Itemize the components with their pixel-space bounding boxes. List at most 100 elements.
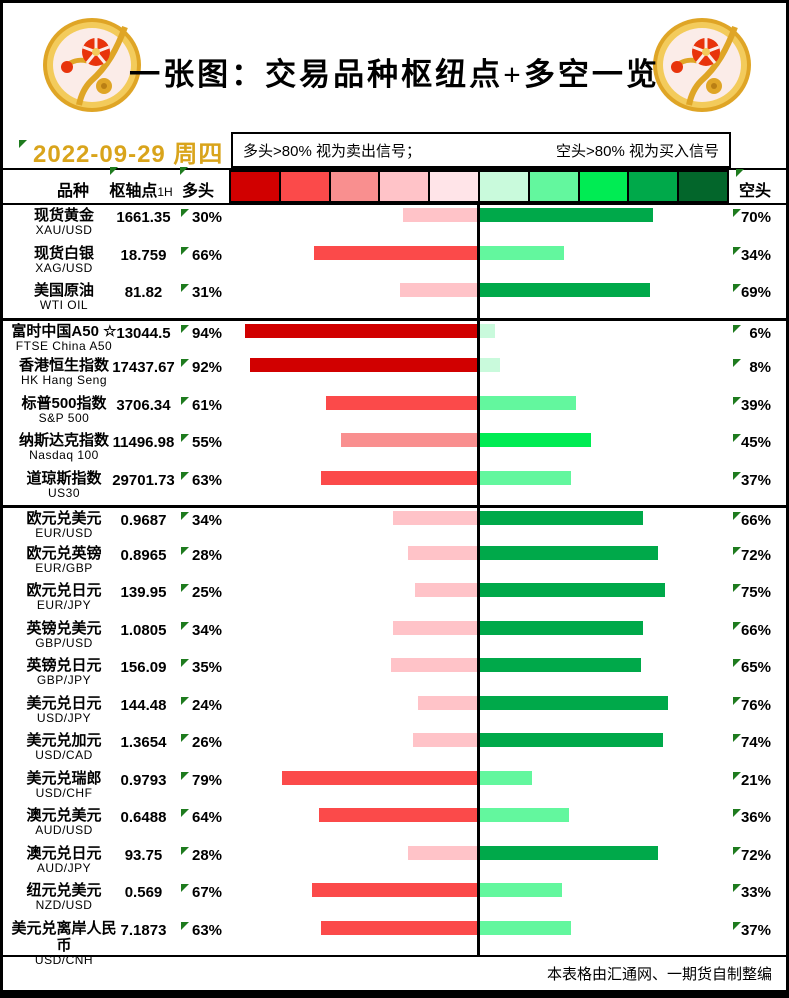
instrument-name-block: 美国原油 WTI OIL	[9, 282, 119, 312]
long-percent: 94%	[191, 324, 223, 342]
cell-marker-icon	[181, 209, 189, 217]
short-percent: 72%	[740, 846, 771, 864]
chart-center-axis	[477, 205, 480, 955]
long-bar	[417, 695, 477, 710]
pivot-value: 0.9793	[120, 771, 167, 789]
column-header-pivot: 枢轴点1H	[109, 183, 173, 200]
instrument-name-block: 英镑兑美元 GBP/USD	[9, 620, 119, 650]
instrument-code: FTSE China A50	[15, 338, 113, 353]
long-bar	[400, 283, 477, 297]
short-bar	[480, 845, 658, 860]
cell-marker-icon	[733, 584, 741, 592]
pivot-value: 1.0805	[120, 621, 167, 639]
long-bar	[407, 845, 477, 860]
long-bar	[393, 620, 477, 635]
instrument-code: EUR/USD	[35, 526, 93, 540]
pivot-value: 93.75	[124, 846, 163, 864]
long-bar	[407, 545, 477, 560]
instrument-name: 美元兑离岸人民币	[11, 919, 117, 954]
table-row: 美国原油 WTI OIL 81.82 31% 69%	[3, 280, 786, 318]
column-header-long: 多头	[181, 183, 214, 200]
scale-swatch	[278, 172, 329, 201]
table-row: 美元兑瑞郎 USD/CHF 0.9793 79% 21%	[3, 768, 786, 806]
long-bar	[314, 245, 477, 260]
instrument-name: 欧元兑美元	[26, 510, 102, 527]
cell-marker-icon	[733, 921, 741, 930]
short-bar	[480, 511, 643, 525]
long-bar	[311, 883, 477, 897]
sheet-canvas: 一张图：交易品种枢纽点+多空一览 2022-09-29 周四 多头>80% 视为…	[3, 3, 786, 990]
cell-marker-icon	[181, 771, 189, 780]
table-row: 欧元兑美元 EUR/USD 0.9687 34% 66%	[3, 505, 786, 543]
long-bar	[412, 733, 477, 747]
short-bar	[480, 620, 643, 635]
instrument-code: USD/JPY	[36, 710, 92, 725]
short-bar	[480, 283, 651, 297]
instrument-name: 现货白银	[33, 244, 94, 262]
cell-marker-icon	[181, 696, 189, 705]
instrument-name-block: 美元兑日元 USD/JPY	[9, 695, 119, 725]
table-row: 香港恒生指数 HK Hang Seng 17437.67 92% 8%	[3, 355, 786, 393]
instrument-name: 纽元兑美元	[26, 882, 102, 899]
short-bar	[480, 545, 658, 560]
cell-marker-icon	[733, 696, 741, 705]
cell-marker-icon	[733, 324, 741, 333]
short-percent: 34%	[740, 246, 771, 264]
pivot-value: 144.48	[120, 696, 167, 714]
column-header-symbol: 品种	[56, 183, 89, 200]
instrument-code: AUD/USD	[35, 823, 93, 837]
cell-marker-icon	[733, 359, 741, 367]
instrument-name: 富时中国A50 ☆	[11, 322, 117, 340]
long-percent: 31%	[191, 284, 223, 301]
instrument-name: 澳元兑日元	[26, 844, 102, 862]
instrument-code: NZD/USD	[35, 898, 93, 912]
scale-swatch	[378, 172, 429, 201]
pivot-value: 29701.73	[112, 471, 175, 489]
short-percent: 75%	[740, 584, 771, 601]
instrument-name: 现货黄金	[33, 207, 94, 224]
cell-marker-icon	[19, 140, 27, 148]
scale-swatch	[328, 172, 379, 201]
instrument-name-block: 现货白银 XAG/USD	[9, 245, 119, 275]
short-bar	[480, 583, 666, 597]
short-percent: 72%	[740, 546, 771, 564]
instrument-name-block: 欧元兑英镑 EUR/GBP	[9, 545, 119, 575]
instrument-name-block: 英镑兑日元 GBP/JPY	[9, 657, 119, 687]
footer: 本表格由汇通网、一期货自制整编	[3, 955, 786, 990]
cell-marker-icon	[181, 546, 189, 555]
pivot-value: 0.9687	[120, 512, 167, 529]
long-bar	[415, 583, 477, 597]
instrument-code: USD/CAD	[35, 748, 93, 762]
long-percent: 30%	[191, 209, 223, 226]
cell-marker-icon	[733, 846, 741, 855]
long-bar	[249, 358, 477, 372]
cell-marker-icon	[181, 621, 189, 630]
short-bar	[480, 695, 668, 710]
date-label: 2022-09-29 周四	[33, 141, 224, 168]
cell-marker-icon	[181, 659, 189, 667]
pivot-value: 3706.34	[116, 396, 171, 414]
cell-marker-icon	[181, 734, 189, 742]
short-bar	[480, 323, 495, 338]
pivot-value: 0.8965	[120, 546, 167, 564]
short-percent: 70%	[740, 209, 771, 226]
long-percent: 92%	[191, 359, 223, 376]
column-header-short: 空头	[738, 183, 771, 200]
long-percent: 25%	[191, 584, 223, 601]
instrument-code: AUD/JPY	[36, 860, 92, 875]
cell-marker-icon	[733, 512, 741, 520]
table-row: 英镑兑美元 GBP/USD 1.0805 34% 66%	[3, 618, 786, 656]
cell-marker-icon	[733, 246, 741, 255]
short-bar	[480, 733, 663, 747]
table-body: 现货黄金 XAU/USD 1661.35 30% 70% 现货白银 XAG/US…	[3, 205, 786, 966]
table-row: 道琼斯指数 US30 29701.73 63% 37%	[3, 468, 786, 506]
instrument-name: 美元兑加元	[26, 732, 102, 749]
pivot-value: 156.09	[120, 659, 167, 676]
long-percent: 24%	[191, 696, 223, 714]
table-row: 欧元兑英镑 EUR/GBP 0.8965 28% 72%	[3, 543, 786, 581]
legend-short-rule: 空头>80% 视为买入信号	[556, 142, 719, 160]
cell-marker-icon	[181, 434, 189, 442]
legend-long-rule: 多头>80% 视为卖出信号；	[243, 142, 421, 160]
instrument-code: USD/CHF	[35, 785, 93, 800]
instrument-code: WTI OIL	[39, 298, 89, 312]
